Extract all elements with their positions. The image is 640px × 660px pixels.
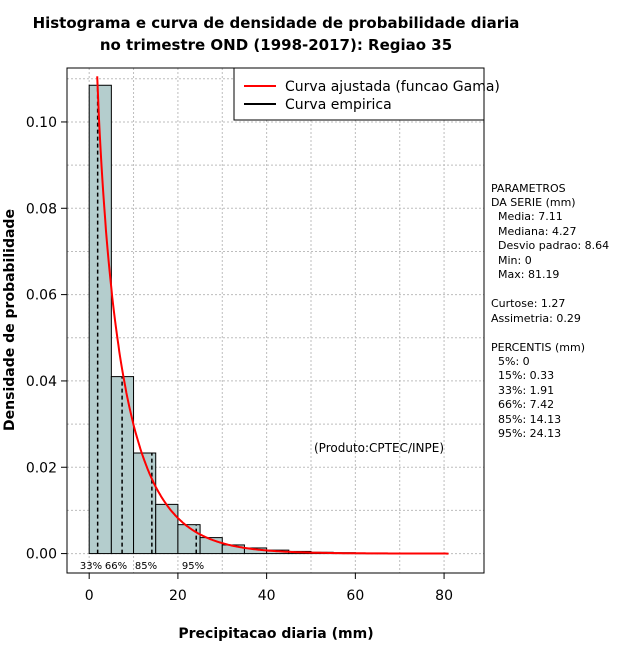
y-axis-label: Densidade de probabilidade — [2, 209, 18, 431]
y-tick-label-0: 0.00 — [26, 547, 57, 563]
stat-assimetria: Assimetria: 0.29 — [491, 312, 581, 325]
stats-header-1: PARAMETROS — [491, 182, 566, 195]
stat-mediana: Mediana: 4.27 — [498, 225, 577, 238]
histogram-bar-0 — [88, 84, 112, 555]
y-tick-label-4: 0.08 — [26, 201, 57, 217]
stat-max: Max: 81.19 — [498, 268, 560, 281]
y-tick-label-5: 0.10 — [26, 115, 57, 131]
stat-desvio: Desvio padrao: 8.64 — [498, 239, 610, 252]
percentile-label-0: 33% — [80, 561, 102, 572]
percentile-label-1: 66% — [105, 561, 127, 572]
percentil-5: 5%: 0 — [498, 355, 530, 368]
chart-title-line2: no trimestre OND (1998-2017): Regiao 35 — [100, 36, 452, 54]
gamma-fit-curve — [96, 76, 449, 555]
chart-title-line1: Histograma e curva de densidade de proba… — [33, 14, 520, 32]
x-tick-label-1: 20 — [169, 588, 187, 604]
y-axis: 0.00 0.02 0.04 0.06 0.08 0.10 — [26, 115, 67, 563]
stat-media: Media: 7.11 — [498, 210, 563, 223]
legend-empirical-label: Curva empirica — [285, 97, 392, 113]
percentil-15: 15%: 0.33 — [498, 369, 555, 382]
stats-header-2: DA SERIE (mm) — [491, 196, 576, 209]
percentil-33: 33%: 1.91 — [498, 384, 555, 397]
percentile-label-2: 85% — [135, 561, 157, 572]
histogram-bar-3 — [155, 503, 179, 555]
x-axis: 0 20 40 60 80 — [85, 572, 453, 604]
product-annotation: (Produto:CPTEC/INPE) — [314, 441, 444, 455]
percentile-label-3: 95% — [182, 561, 204, 572]
legend-fit-label: Curva ajustada (funcao Gama) — [285, 79, 500, 95]
x-tick-label-2: 40 — [258, 588, 276, 604]
percentil-95: 95%: 24.13 — [498, 427, 562, 440]
legend: Curva ajustada (funcao Gama) Curva empir… — [233, 67, 500, 121]
histogram-bars — [88, 84, 445, 555]
percentis-header: PERCENTIS (mm) — [491, 341, 585, 354]
y-tick-label-2: 0.04 — [26, 374, 57, 390]
percentil-66: 66%: 7.42 — [498, 398, 555, 411]
x-tick-label-0: 0 — [85, 588, 94, 604]
x-axis-label: Precipitacao diaria (mm) — [178, 626, 373, 642]
percentil-85: 85%: 14.13 — [498, 413, 562, 426]
x-tick-label-4: 80 — [435, 588, 453, 604]
percentile-lines — [96, 85, 197, 554]
y-tick-label-3: 0.06 — [26, 288, 57, 304]
histogram-bar-2 — [133, 452, 157, 555]
stat-min: Min: 0 — [498, 254, 532, 267]
percentile-labels: 33% 66% 85% 95% — [80, 561, 204, 572]
y-tick-label-1: 0.02 — [26, 460, 57, 476]
stat-curtose: Curtose: 1.27 — [491, 297, 566, 310]
grid-lines — [67, 68, 484, 573]
legend-box — [233, 67, 485, 121]
x-tick-label-3: 60 — [346, 588, 364, 604]
